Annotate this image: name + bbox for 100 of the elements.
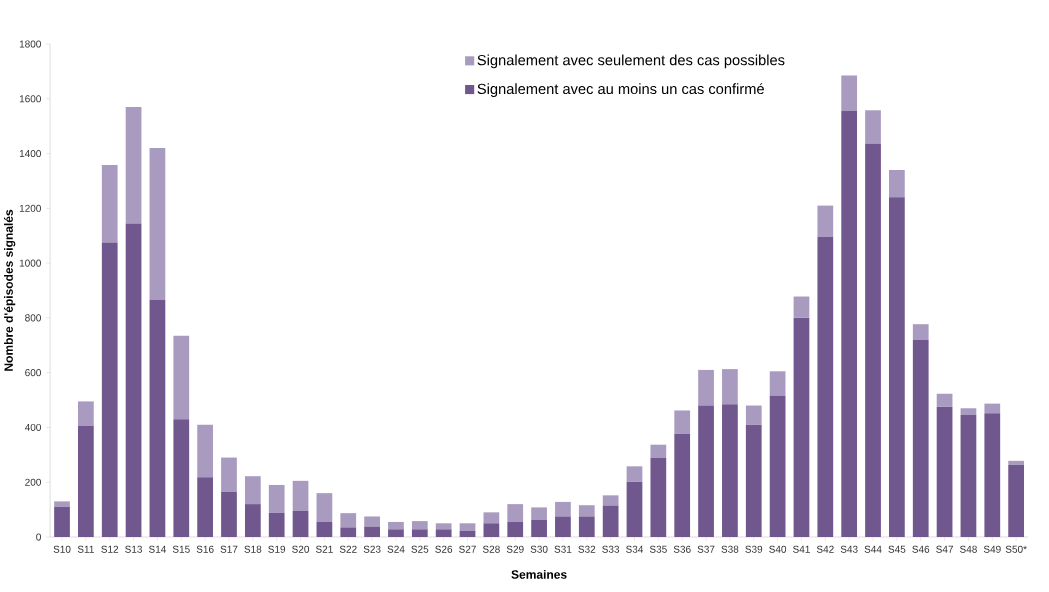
bar <box>411 529 428 537</box>
bar <box>459 523 476 531</box>
x-tick-label: S18 <box>244 545 262 553</box>
bar <box>149 300 166 537</box>
bar <box>793 317 810 537</box>
bar <box>125 106 142 224</box>
bar <box>722 369 738 405</box>
bar <box>268 484 285 513</box>
bar <box>483 512 500 524</box>
x-tick-label: S48 <box>960 545 977 553</box>
bar <box>531 519 547 537</box>
bar <box>555 516 571 537</box>
x-tick-label: S30 <box>530 545 548 553</box>
x-tick-label: S35 <box>649 545 667 553</box>
bar <box>912 324 929 340</box>
x-tick-label: S37 <box>697 545 715 553</box>
bar <box>817 237 834 537</box>
x-tick-label: S10 <box>53 545 71 553</box>
x-tick-label: S32 <box>578 545 596 553</box>
y-tick-label: 800 <box>25 314 41 322</box>
bar <box>244 504 261 537</box>
y-tick-label: 1200 <box>19 204 41 212</box>
bar <box>722 404 738 537</box>
x-tick-label: S39 <box>745 545 763 553</box>
x-tick-label: S40 <box>769 545 787 553</box>
x-tick-label: S43 <box>840 545 858 553</box>
x-tick-label: S12 <box>101 545 119 553</box>
bar <box>578 516 595 537</box>
bar <box>435 529 452 537</box>
bar <box>650 458 667 537</box>
bar <box>841 111 858 537</box>
bar <box>960 415 977 537</box>
x-tick-label: S28 <box>482 545 500 553</box>
bar <box>769 395 786 537</box>
bar <box>316 521 333 537</box>
bar <box>197 477 213 537</box>
bar <box>865 110 881 144</box>
bar <box>292 480 309 511</box>
x-tick-label: S23 <box>363 545 381 553</box>
x-axis-title: Semaines <box>511 569 567 579</box>
bar <box>984 413 1001 537</box>
bar <box>78 426 94 537</box>
x-tick-label: S27 <box>459 545 476 553</box>
bar <box>889 197 905 537</box>
bar <box>602 505 619 537</box>
bar <box>936 406 953 537</box>
x-tick-label: S25 <box>411 545 429 553</box>
bar <box>483 523 500 537</box>
bar <box>912 339 929 537</box>
x-tick-label: S31 <box>554 545 572 553</box>
bar <box>364 526 380 537</box>
bar <box>817 205 834 238</box>
x-tick-label: S21 <box>315 545 333 553</box>
bar <box>364 516 380 527</box>
bar <box>865 143 881 537</box>
x-tick-label: S16 <box>196 545 214 553</box>
x-tick-label: S11 <box>77 545 94 553</box>
bar <box>435 523 452 530</box>
x-tick-label: S19 <box>268 545 286 553</box>
x-tick-label: S36 <box>673 545 691 553</box>
bar <box>626 466 643 482</box>
x-tick-label: S44 <box>864 545 882 553</box>
y-tick-label: 1800 <box>19 40 41 48</box>
x-tick-label: S49 <box>983 545 1001 553</box>
bar <box>54 501 70 507</box>
y-tick-label: 200 <box>25 478 41 486</box>
bar <box>507 504 524 522</box>
bar <box>745 405 762 425</box>
bar <box>984 403 1001 414</box>
x-tick-label: S38 <box>721 545 739 553</box>
bar <box>101 165 118 243</box>
bar <box>1008 464 1025 537</box>
bar <box>173 335 190 420</box>
legend-label: Signalement avec au moins un cas confirmé <box>477 83 764 97</box>
x-tick-label: S33 <box>602 545 620 553</box>
bar <box>531 507 547 520</box>
bar <box>674 433 691 537</box>
bar <box>1008 460 1025 465</box>
y-axis-title: Nombre d'épisodes signalés <box>3 209 16 371</box>
bar <box>221 491 237 537</box>
x-tick-label: S17 <box>220 545 238 553</box>
bar <box>960 408 977 416</box>
legend-label: Signalement avec seulement des cas possibles <box>477 54 785 69</box>
bar <box>316 493 333 522</box>
bar <box>793 296 810 318</box>
bar <box>602 495 619 506</box>
x-tick-label: S26 <box>435 545 453 553</box>
y-tick-label: 1600 <box>19 95 41 103</box>
bar <box>388 529 404 537</box>
bar <box>340 527 357 537</box>
bar <box>101 242 118 537</box>
x-tick-label: S15 <box>172 545 190 553</box>
bar <box>149 148 166 301</box>
x-tick-label: S24 <box>387 545 405 553</box>
bar <box>626 481 643 537</box>
bar <box>698 369 714 406</box>
x-tick-label: S14 <box>148 545 167 553</box>
bar <box>745 424 762 537</box>
bar <box>889 169 905 198</box>
bar <box>388 521 404 530</box>
